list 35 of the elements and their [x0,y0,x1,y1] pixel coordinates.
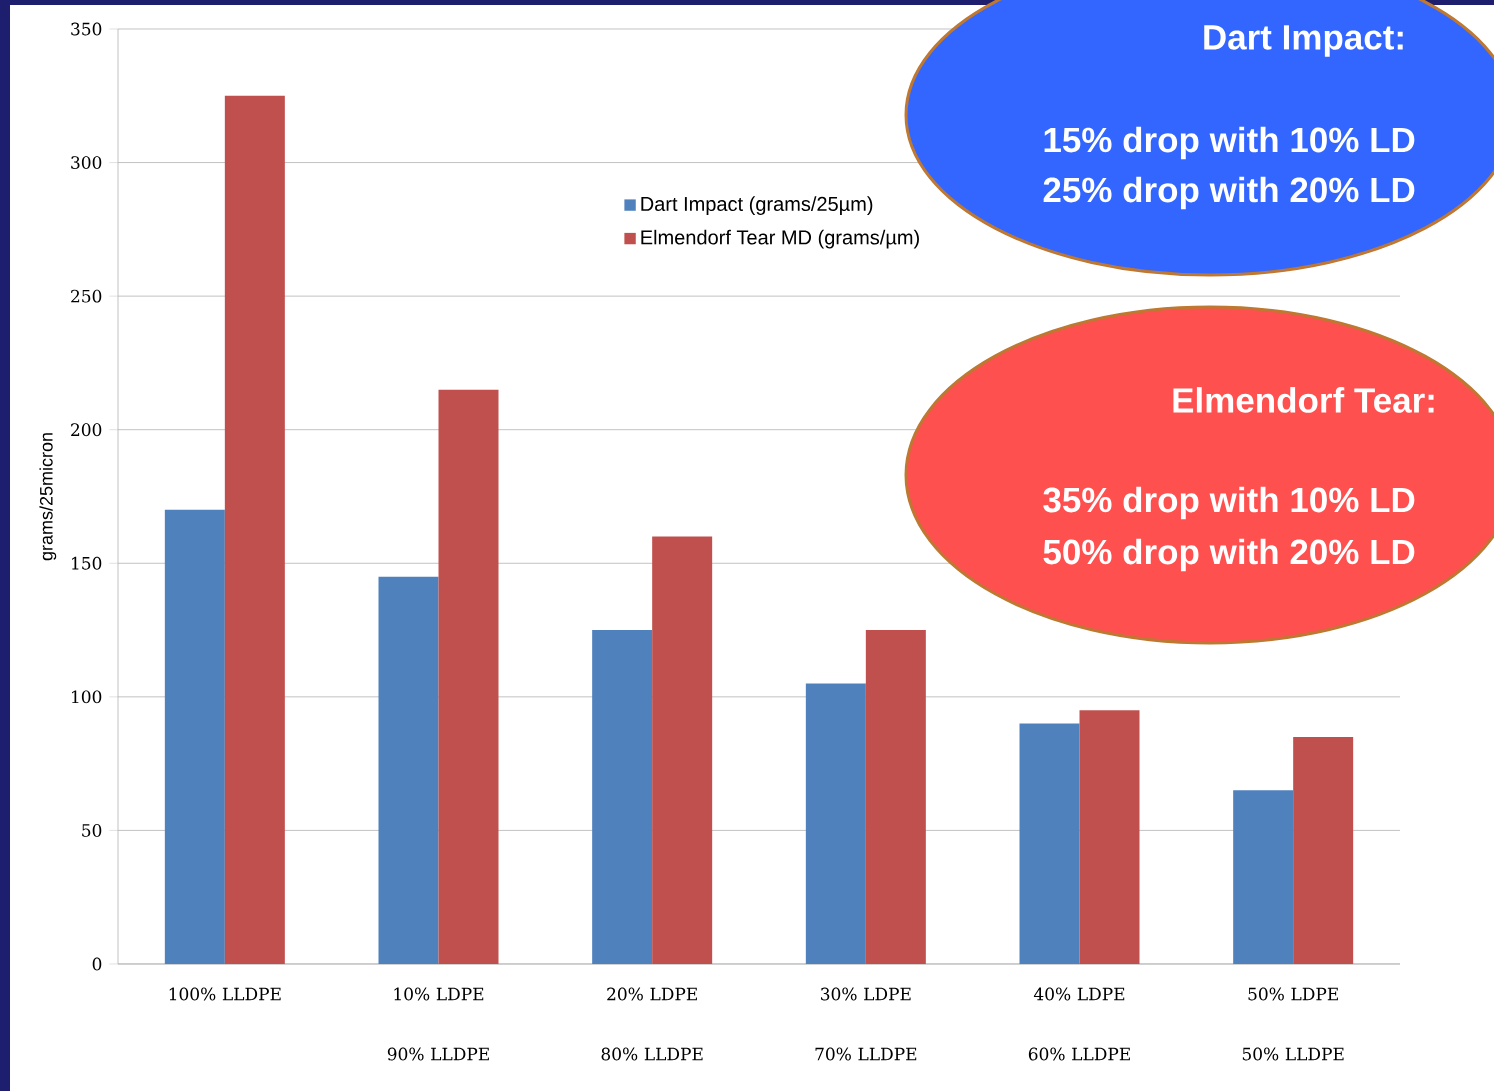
category-label: 50% LDPE 50% LLDPE [1242,987,1344,1061]
y-tick-label: 350 [71,22,102,36]
bar [652,536,713,964]
bar [164,509,225,964]
bar [1079,710,1140,964]
bar [438,389,499,964]
bar [224,95,285,964]
category-label: 30% LDPE 70% LLDPE [815,987,917,1061]
annotation: Dart Impact: [1204,25,1403,57]
x-tick-label: 100% LLDPE [169,987,281,1001]
y-axis-title: grams/25micron [39,433,57,561]
bar [1019,723,1080,964]
annotation: 50% drop with 20% LD [1043,538,1415,572]
annotation: Elmendorf Tear: [1173,387,1434,413]
bar [805,683,866,964]
legend-label: Elmendorf Tear MD (grams/µm) [641,229,919,249]
y-tick-label: 0 [92,957,102,971]
y-tick-label: 250 [71,289,102,303]
category-label: 20% LDPE 80% LLDPE [601,987,703,1061]
annotation: 15% drop with 10% LD [1044,126,1415,160]
category-label: 40% LDPE 60% LLDPE [1028,987,1130,1061]
y-tick-label: 300 [71,156,102,169]
y-tick-label: 150 [72,556,102,570]
y-tick-label: 50 [82,823,102,837]
bar [1233,790,1294,964]
annotation: 25% drop with 20% LD [1043,176,1415,210]
bar [1293,736,1354,964]
category-label: 10% LDPE 90% LLDPE [387,987,489,1061]
legend-label: Dart Impact (grams/25µm) [641,196,873,215]
annotation: 35% drop with 10% LD [1043,486,1415,520]
y-tick-label: 200 [71,423,102,437]
bar [378,576,439,964]
bar [592,630,653,964]
y-tick-label: 100 [72,690,102,704]
bar [865,630,926,964]
